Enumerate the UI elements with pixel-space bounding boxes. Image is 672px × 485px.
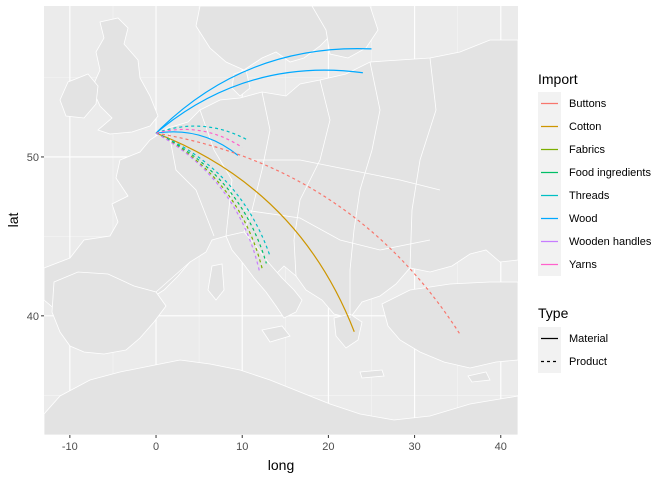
route-wood-material <box>155 69 363 134</box>
legend-import: Import Buttons Cotton Fabrics Food ingredie… <box>538 71 652 276</box>
legend-type: Type Material Product <box>538 305 608 373</box>
legend-import-title: Import <box>538 71 578 87</box>
x-tick-label: 40 <box>495 441 507 453</box>
y-tick-label: 50 <box>27 152 39 164</box>
y-axis: 40 50 <box>27 152 44 323</box>
route-wood-material <box>155 48 372 134</box>
map-turkey <box>381 281 519 369</box>
y-axis-title: lat <box>5 213 21 228</box>
x-tick-label: 10 <box>236 441 248 453</box>
map-ireland <box>59 73 99 119</box>
map-denmark <box>231 69 251 97</box>
legend-label: Threads <box>569 190 610 202</box>
map-great-britain <box>91 17 159 135</box>
map-iberia <box>51 271 167 355</box>
map-sardinia <box>207 263 225 301</box>
map-mainland <box>43 39 519 323</box>
x-tick-label: 30 <box>408 441 420 453</box>
map-italy <box>225 231 303 319</box>
route-cotton-material <box>155 132 355 332</box>
route-wood-material <box>155 131 239 156</box>
legend-label: Wood <box>569 213 598 225</box>
route-threads-product <box>155 132 271 256</box>
x-tick-label: 20 <box>322 441 334 453</box>
map-north-africa <box>43 359 519 436</box>
x-axis: -10 0 10 20 30 40 <box>62 435 507 453</box>
map-sicily <box>261 325 291 343</box>
legend-label: Yarns <box>569 259 597 271</box>
legend-label: Food ingredients <box>569 167 651 179</box>
legend-label: Material <box>569 333 608 345</box>
x-axis-title: long <box>268 457 294 473</box>
map-finland <box>311 5 379 59</box>
map-cyprus <box>467 371 491 383</box>
legend-label: Fabrics <box>569 144 606 156</box>
europe-map <box>43 5 519 436</box>
legend-type-title: Type <box>538 305 569 321</box>
legend-label: Buttons <box>569 98 607 110</box>
map-crete <box>359 369 385 379</box>
route-buttons-product <box>155 132 460 334</box>
legend-label: Product <box>569 356 607 368</box>
x-tick-label: -10 <box>62 441 78 453</box>
legend-label: Cotton <box>569 121 601 133</box>
x-tick-label: 0 <box>153 441 159 453</box>
import-routes <box>155 48 460 334</box>
legend-label: Wooden handles <box>569 236 652 248</box>
route-yarns-product <box>155 128 243 148</box>
y-tick-label: 40 <box>27 311 39 323</box>
map-borders <box>155 57 441 318</box>
